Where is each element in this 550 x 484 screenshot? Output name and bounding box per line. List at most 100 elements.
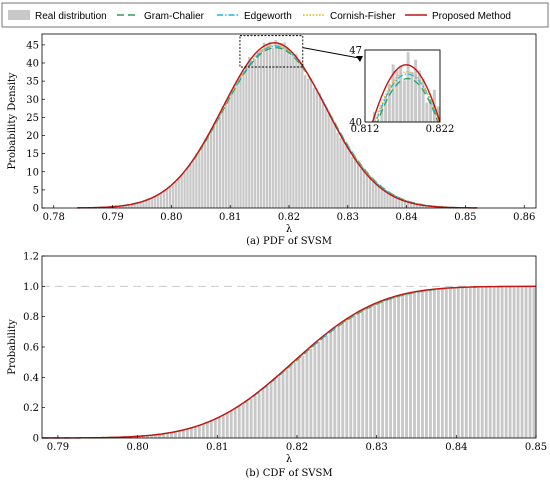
pdf-bar — [198, 152, 201, 208]
cdf-y-tick-label: 0.6 — [23, 343, 39, 354]
cdf-bar — [134, 436, 138, 438]
cdf-bar — [520, 286, 524, 438]
pdf-bar — [424, 205, 427, 208]
pdf-bar — [359, 168, 363, 208]
cdf-bar — [221, 415, 225, 438]
pdf-bar — [206, 137, 210, 208]
cdf-bar — [385, 300, 389, 438]
cdf-bar — [508, 286, 512, 438]
cdf-bar — [297, 359, 301, 438]
cdf-histogram-bars — [42, 286, 536, 438]
pdf-bar — [162, 190, 166, 208]
cdf-bar — [345, 320, 349, 438]
pdf-bar — [154, 196, 157, 208]
pdf-bar — [209, 129, 213, 208]
pdf-bar — [301, 62, 304, 208]
pdf-bar — [242, 75, 245, 208]
pdf-bar — [427, 206, 430, 208]
cdf-caption: (b) CDF of SVSM — [245, 468, 332, 479]
legend-item-proposed: Proposed Method — [405, 11, 511, 22]
inset-curve-gram-charlier — [376, 77, 439, 122]
inset-curves — [371, 64, 440, 122]
cdf-bar — [436, 289, 440, 438]
legend: Real distribution Gram-Chalier Edgeworth Co… — [1, 2, 549, 28]
pdf-bar — [356, 163, 360, 208]
pdf-bar — [142, 201, 145, 208]
cdf-bar — [225, 413, 229, 438]
cdf-y-tick-label: 0.8 — [23, 312, 39, 323]
pdf-bar — [271, 47, 274, 209]
pdf-bar — [389, 194, 392, 208]
legend-item-gram-charlier: Gram-Chalier — [117, 11, 205, 22]
legend-item-cornish-fisher: Cornish-Fisher — [303, 11, 396, 22]
inset-curve-edgeworth — [375, 73, 440, 122]
cdf-y-axis-label: Probability — [7, 319, 18, 375]
cdf-bar — [325, 335, 329, 438]
cdf-bar — [289, 366, 293, 438]
legend-label: Proposed Method — [432, 11, 511, 22]
pdf-bar — [127, 204, 130, 208]
cdf-bar — [213, 419, 217, 438]
pdf-bar — [351, 156, 354, 208]
pdf-bar — [327, 110, 330, 208]
legend-swatch — [8, 10, 30, 20]
inset-x-tick-label: 0.822 — [426, 124, 455, 135]
pdf-bar — [304, 75, 307, 208]
cdf-bar — [421, 291, 424, 438]
cdf-bar — [317, 341, 321, 438]
pdf-bar — [415, 204, 419, 208]
pdf-bar — [136, 203, 139, 208]
pdf-bar — [383, 190, 386, 208]
pdf-bar — [374, 183, 377, 208]
inset-y-tick-label: 40 — [349, 118, 362, 129]
pdf-bar — [254, 59, 257, 208]
cdf-bar — [532, 286, 536, 438]
inset-bar — [391, 64, 395, 122]
pdf-bar — [151, 198, 154, 208]
pdf-bar — [362, 170, 366, 208]
pdf-x-tick-label: 0.81 — [219, 212, 241, 223]
pdf-bar — [130, 204, 133, 208]
cdf-bar — [405, 294, 408, 438]
pdf-bar — [318, 93, 322, 208]
pdf-bar — [245, 67, 248, 208]
cdf-curves — [42, 285, 537, 439]
pdf-bar — [189, 162, 192, 208]
cdf-bar — [512, 286, 516, 438]
cdf-bar — [452, 287, 456, 438]
pdf-bar — [324, 108, 327, 208]
cdf-bar — [448, 288, 452, 438]
inset-bar — [414, 59, 418, 122]
pdf-bar — [159, 193, 163, 208]
cdf-bar — [329, 332, 333, 438]
pdf-bar — [218, 113, 222, 208]
inset-bar — [429, 99, 433, 122]
inset-bar — [406, 52, 410, 122]
cdf-bar — [257, 392, 261, 438]
cdf-bar — [413, 292, 416, 438]
pdf-curve-edgeworth — [77, 45, 478, 209]
pdf-bar — [380, 189, 383, 208]
legend-label: Real distribution — [35, 11, 107, 22]
legend-item-edgeworth: Edgeworth — [217, 11, 292, 22]
cdf-bar — [460, 287, 464, 438]
pdf-bar — [230, 93, 233, 208]
pdf-y-tick-label: 10 — [26, 167, 39, 178]
cdf-bar — [464, 287, 468, 438]
inset-bar — [402, 80, 406, 122]
pdf-bar — [221, 106, 224, 208]
inset-frame — [364, 49, 441, 123]
pdf-bar — [118, 206, 122, 208]
cdf-bar — [432, 289, 436, 438]
cdf-bar — [237, 406, 241, 438]
pdf-x-tick-label: 0.80 — [160, 212, 182, 223]
pdf-bar — [262, 42, 266, 208]
pdf-y-ticks: 0 5 10 15 20 25 30 35 40 45 — [26, 40, 45, 215]
pdf-bar — [348, 149, 351, 208]
pdf-bar — [371, 181, 374, 208]
cdf-bar — [293, 362, 297, 438]
cdf-x-tick-label: 0.84 — [445, 442, 467, 453]
cdf-y-tick-label: 1.2 — [23, 252, 39, 263]
cdf-bar — [444, 288, 448, 438]
pdf-x-tick-label: 0.78 — [43, 212, 65, 223]
